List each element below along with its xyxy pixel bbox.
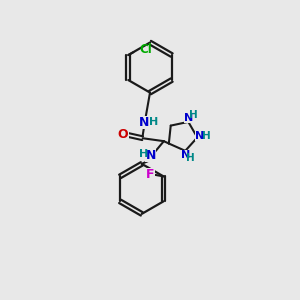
Text: H: H	[189, 110, 198, 120]
Text: N: N	[195, 131, 204, 141]
Text: N: N	[139, 116, 149, 129]
Text: H: H	[149, 117, 158, 127]
Text: H: H	[202, 131, 211, 141]
Text: Cl: Cl	[139, 43, 152, 56]
Text: H: H	[140, 148, 149, 158]
Text: H: H	[186, 153, 195, 163]
Text: O: O	[118, 128, 128, 141]
Text: N: N	[181, 150, 190, 160]
Text: N: N	[146, 149, 156, 162]
Text: F: F	[146, 168, 155, 182]
Text: N: N	[184, 113, 194, 123]
